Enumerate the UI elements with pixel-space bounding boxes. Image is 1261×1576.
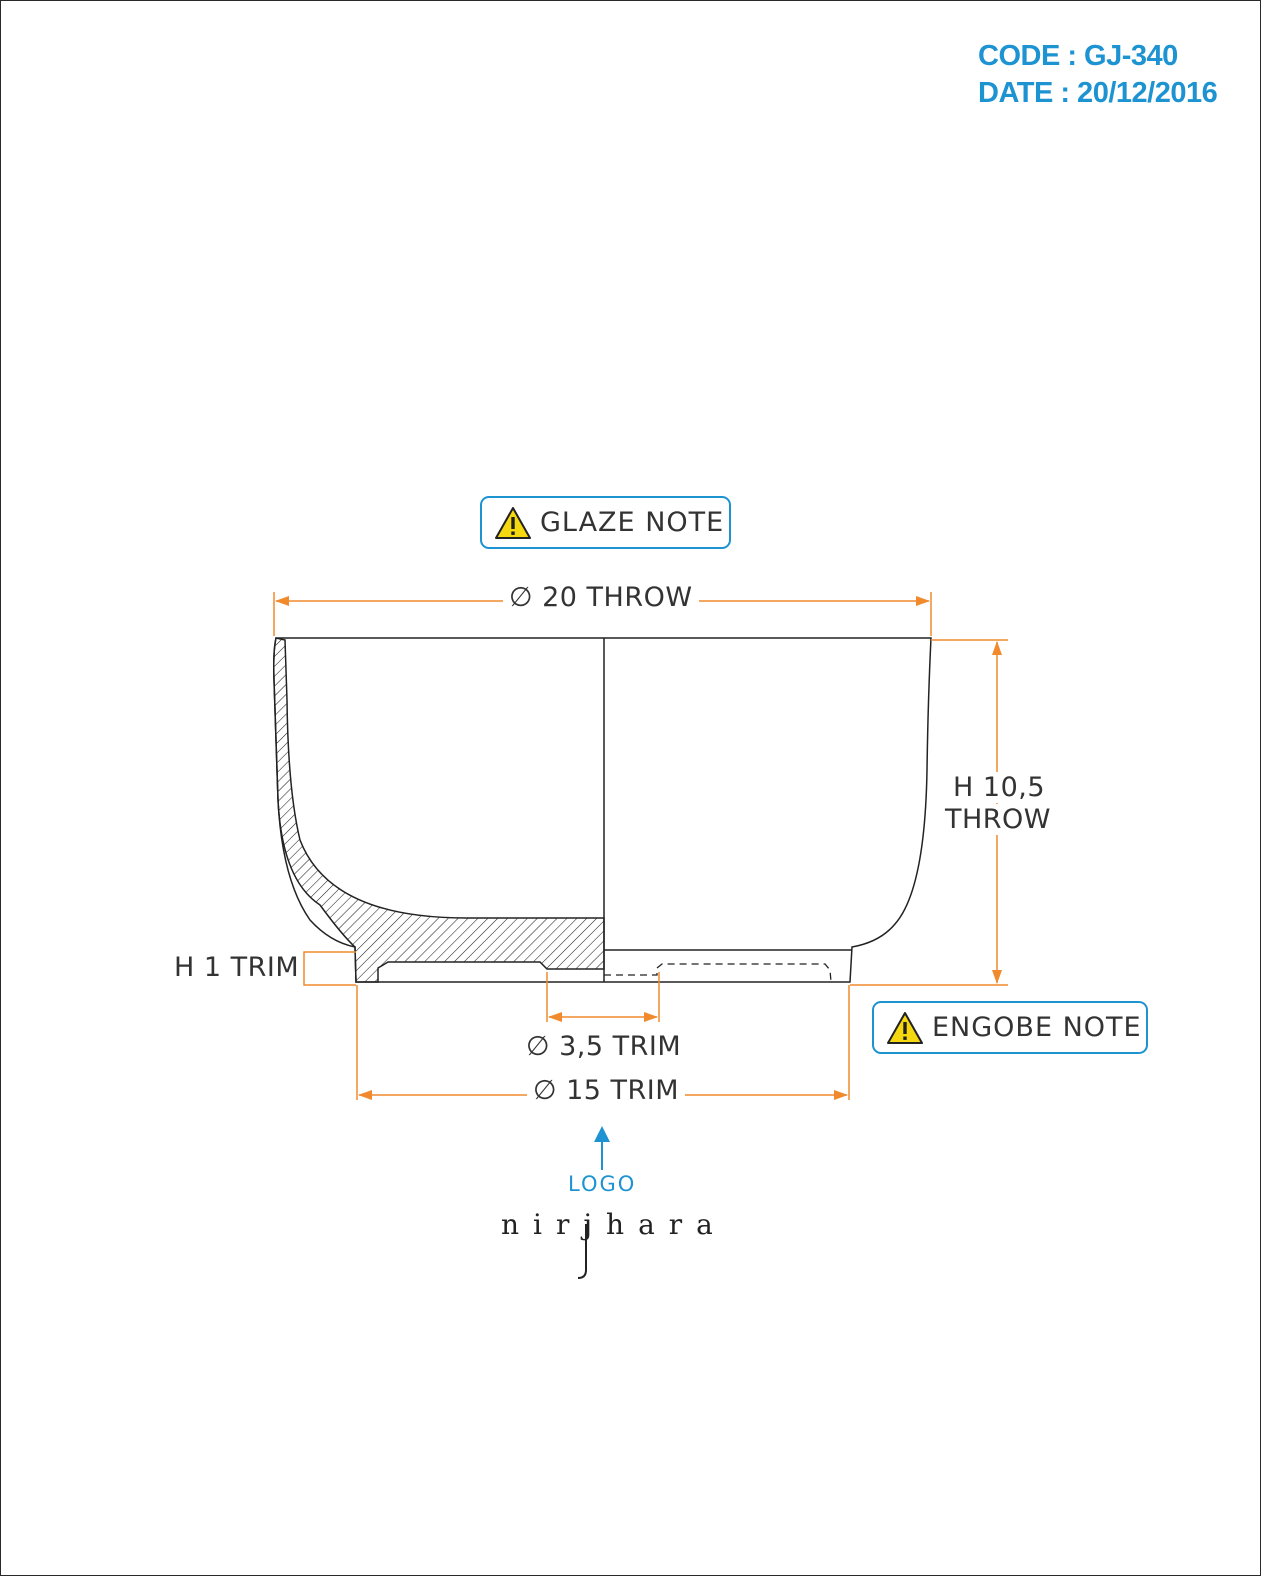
foot-height-label: H 1 TRIM: [174, 952, 300, 983]
warning-icon: [887, 1011, 923, 1044]
warning-icon: [495, 506, 531, 539]
glaze-note-label: GLAZE NOTE: [540, 507, 725, 538]
glaze-note-button[interactable]: GLAZE NOTE: [480, 496, 731, 549]
logo-arrow-head: [594, 1126, 610, 1142]
bowl-outer-profile: [273, 637, 932, 983]
drawing-date: DATE : 20/12/2016: [978, 77, 1218, 109]
bowl-section-hatch: [273, 637, 605, 983]
throw-diameter-label: ∅ 20 THROW: [503, 582, 699, 613]
engobe-note-label: ENGOBE NOTE: [932, 1012, 1142, 1043]
foot-diameter-label: ∅ 15 TRIM: [527, 1075, 686, 1106]
product-code: CODE : GJ-340: [978, 40, 1178, 72]
foot-recess-dashed: [604, 963, 832, 983]
height-label-line2: THROW: [941, 804, 1056, 835]
engobe-note-button[interactable]: ENGOBE NOTE: [872, 1001, 1148, 1054]
drawing-metadata: CODE : GJ-340 DATE : 20/12/2016: [978, 38, 1218, 112]
brand-logo-stroke: [577, 1224, 587, 1279]
logo-label: LOGO: [568, 1172, 637, 1196]
height-label-line1: H 10,5: [949, 772, 1050, 803]
inner-foot-diameter-label: ∅ 3,5 TRIM: [526, 1031, 682, 1062]
foot-height-bracket: [303, 951, 356, 986]
brand-wordmark: nirjhara: [501, 1208, 727, 1241]
